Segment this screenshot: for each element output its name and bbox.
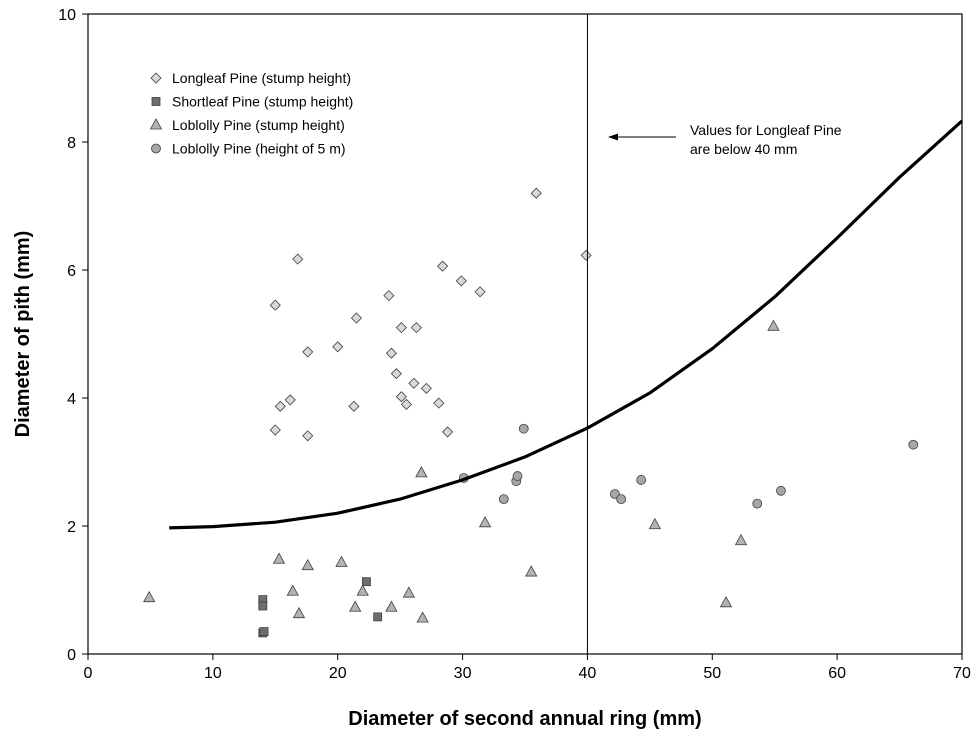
diamond-point xyxy=(350,312,363,324)
circle-point xyxy=(752,498,763,509)
x-tick-label: 60 xyxy=(828,665,846,682)
legend-marker-square xyxy=(151,97,161,106)
x-tick-label: 30 xyxy=(454,665,472,682)
axis-ticks: 0 10 20 30 40 50 60 70 0 2 4 6 8 10 xyxy=(58,7,971,682)
x-tick-label: 20 xyxy=(329,665,347,682)
series-diamond xyxy=(269,187,592,442)
triangle-point xyxy=(402,586,416,598)
y-tick-label: 2 xyxy=(67,519,76,536)
annotation-line-1: Values for Longleaf Pine xyxy=(690,122,842,138)
x-tick-label: 10 xyxy=(204,665,222,682)
diamond-point xyxy=(437,260,449,272)
x-tick-label: 40 xyxy=(579,665,597,682)
diamond-point xyxy=(530,187,542,199)
legend-label: Loblolly Pine (stump height) xyxy=(172,117,345,133)
legend: Longleaf Pine (stump height) Shortleaf Pi… xyxy=(149,70,353,157)
diamond-point xyxy=(410,322,422,334)
diamond-point xyxy=(400,398,412,410)
circle-point xyxy=(908,439,919,450)
square-point xyxy=(373,612,383,622)
triangle-point xyxy=(416,611,429,623)
y-tick-label: 4 xyxy=(67,391,76,408)
data-points xyxy=(143,187,919,638)
triangle-point xyxy=(335,555,348,567)
annotation-line-2: are below 40 mm xyxy=(690,141,797,157)
circle-point xyxy=(518,423,529,434)
triangle-point xyxy=(301,558,314,571)
square-point xyxy=(258,601,268,611)
triangle-point xyxy=(648,517,662,530)
diamond-point xyxy=(284,394,296,406)
y-axis-title: Diameter of pith (mm) xyxy=(12,231,34,438)
diamond-point xyxy=(292,253,304,265)
series-circle xyxy=(458,423,919,509)
diamond-point xyxy=(383,290,395,302)
circle-point xyxy=(776,485,786,496)
diamond-point xyxy=(269,299,281,311)
diamond-point xyxy=(348,400,360,412)
diamond-point xyxy=(474,286,486,298)
annotation: Values for Longleaf Pine are below 40 mm xyxy=(608,122,842,157)
diamond-point xyxy=(442,426,454,438)
circle-point xyxy=(498,494,509,505)
trend-curve xyxy=(169,119,964,530)
x-tick-label: 50 xyxy=(703,665,721,682)
diamond-point xyxy=(385,347,397,359)
circle-point xyxy=(609,489,620,499)
y-tick-label: 6 xyxy=(67,263,76,280)
triangle-point xyxy=(734,533,748,546)
triangle-point xyxy=(525,565,538,577)
x-tick-label: 0 xyxy=(84,665,93,682)
triangle-point xyxy=(719,595,733,608)
triangle-point xyxy=(143,590,156,603)
diamond-point xyxy=(395,391,407,403)
diamond-point xyxy=(332,341,344,353)
diamond-point xyxy=(455,275,467,287)
legend-label: Longleaf Pine (stump height) xyxy=(172,70,351,86)
circle-point xyxy=(512,471,523,481)
x-tick-label: 70 xyxy=(953,665,971,682)
legend-marker-triangle xyxy=(149,118,163,130)
y-tick-label: 10 xyxy=(58,7,76,24)
legend-marker-diamond xyxy=(150,72,162,84)
annotation-arrowhead xyxy=(608,133,618,141)
diamond-point xyxy=(580,249,592,261)
diamond-point xyxy=(269,424,281,436)
diamond-point xyxy=(420,382,432,394)
series-triangle xyxy=(143,319,780,623)
series-square xyxy=(258,577,383,638)
overlays xyxy=(169,14,964,654)
y-tick-label: 8 xyxy=(67,135,76,152)
square-point xyxy=(362,577,371,587)
diamond-point xyxy=(433,397,445,409)
triangle-point xyxy=(767,319,780,331)
legend-marker-circle xyxy=(151,143,161,154)
diamond-point xyxy=(302,346,314,358)
diamond-point xyxy=(390,368,402,380)
y-tick-label: 0 xyxy=(67,647,76,664)
plot-frame xyxy=(87,13,963,655)
triangle-point xyxy=(415,466,428,478)
circle-point xyxy=(616,494,627,505)
square-point xyxy=(259,627,269,636)
x-axis-title: Diameter of second annual ring (mm) xyxy=(348,708,701,730)
diamond-point xyxy=(395,322,407,334)
triangle-point xyxy=(385,600,398,612)
legend-label: Shortleaf Pine (stump height) xyxy=(172,94,353,110)
diamond-point xyxy=(274,400,286,412)
triangle-point xyxy=(349,600,362,612)
triangle-point xyxy=(292,606,306,619)
triangle-point xyxy=(272,552,286,564)
diamond-point xyxy=(408,377,420,389)
circle-point xyxy=(636,475,647,485)
triangle-point xyxy=(478,515,492,528)
triangle-point xyxy=(356,584,369,596)
diamond-point xyxy=(302,430,314,442)
legend-label: Loblolly Pine (height of 5 m) xyxy=(172,141,346,157)
triangle-point xyxy=(286,584,299,596)
